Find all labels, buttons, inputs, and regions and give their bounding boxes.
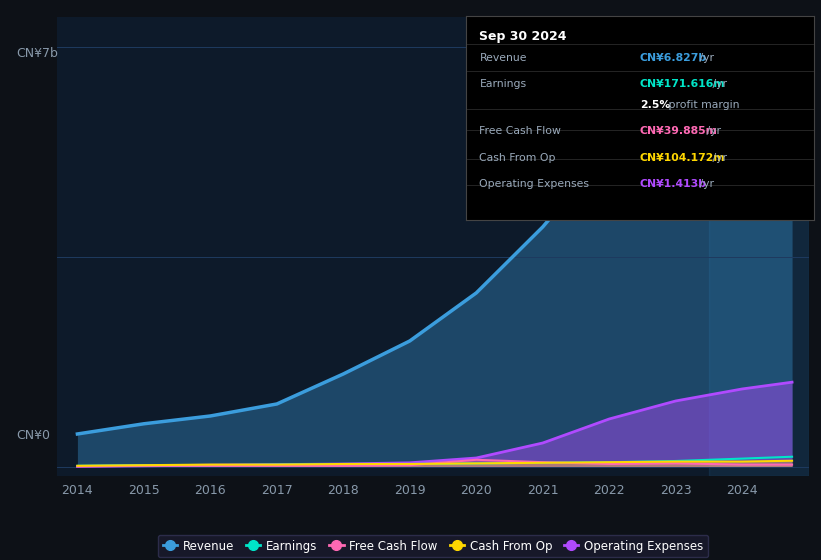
Text: CN¥1.413b: CN¥1.413b: [640, 179, 707, 189]
Text: CN¥0: CN¥0: [16, 428, 50, 441]
Text: CN¥6.827b: CN¥6.827b: [640, 53, 707, 63]
Text: Operating Expenses: Operating Expenses: [479, 179, 589, 189]
Bar: [709, 17, 809, 476]
Text: /yr: /yr: [709, 79, 727, 89]
Text: /yr: /yr: [696, 53, 714, 63]
Text: Free Cash Flow: Free Cash Flow: [479, 126, 562, 136]
Text: Cash From Op: Cash From Op: [479, 153, 556, 163]
Legend: Revenue, Earnings, Free Cash Flow, Cash From Op, Operating Expenses: Revenue, Earnings, Free Cash Flow, Cash …: [158, 535, 708, 557]
Text: /yr: /yr: [709, 153, 727, 163]
Text: CN¥104.172m: CN¥104.172m: [640, 153, 726, 163]
Text: CN¥171.616m: CN¥171.616m: [640, 79, 726, 89]
Text: CN¥39.885m: CN¥39.885m: [640, 126, 718, 136]
Text: Revenue: Revenue: [479, 53, 527, 63]
Text: Sep 30 2024: Sep 30 2024: [479, 30, 567, 43]
Text: /yr: /yr: [703, 126, 721, 136]
Text: Earnings: Earnings: [479, 79, 526, 89]
Text: /yr: /yr: [696, 179, 714, 189]
Text: profit margin: profit margin: [665, 100, 740, 110]
Text: 2.5%: 2.5%: [640, 100, 670, 110]
Text: CN¥7b: CN¥7b: [16, 46, 58, 60]
